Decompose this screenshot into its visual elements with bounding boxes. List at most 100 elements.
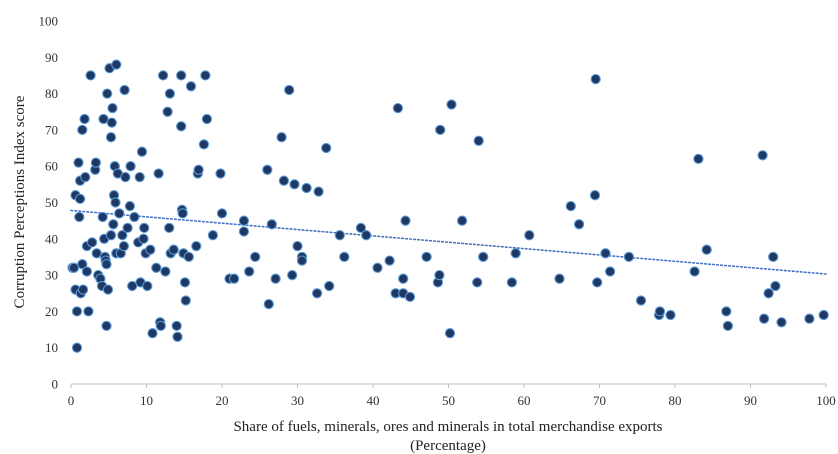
- data-point: [157, 70, 169, 81]
- data-point: [635, 295, 647, 306]
- data-point: [125, 161, 136, 172]
- data-point: [434, 269, 445, 281]
- data-point: [107, 102, 118, 114]
- data-point: [134, 171, 145, 183]
- data-point: [270, 273, 281, 284]
- data-point: [86, 237, 98, 248]
- data-point: [215, 168, 226, 179]
- data-point: [114, 208, 125, 219]
- data-point: [701, 244, 712, 255]
- data-point: [266, 219, 277, 230]
- data-point: [91, 248, 102, 259]
- y-tick-label: 30: [45, 268, 58, 283]
- data-point: [292, 240, 303, 252]
- data-point: [105, 132, 117, 143]
- data-point: [77, 284, 89, 295]
- data-point: [83, 306, 94, 317]
- data-point: [361, 230, 372, 241]
- x-tick-label: 80: [669, 393, 682, 408]
- data-point: [77, 259, 88, 270]
- data-point: [301, 182, 312, 194]
- data-point: [80, 171, 91, 183]
- data-point: [180, 295, 191, 306]
- data-point: [238, 215, 250, 226]
- data-point: [763, 288, 774, 299]
- x-tick-label: 10: [140, 393, 153, 408]
- data-point: [101, 259, 112, 270]
- data-point: [287, 269, 298, 281]
- data-point: [263, 298, 274, 310]
- data-point: [90, 157, 102, 168]
- data-point: [722, 320, 734, 332]
- x-tick-label: 40: [367, 393, 380, 408]
- data-point: [151, 262, 162, 273]
- data-point: [119, 84, 130, 96]
- data-point: [172, 331, 183, 342]
- data-point: [473, 135, 484, 146]
- y-tick-label: 100: [39, 14, 59, 29]
- data-point: [97, 211, 108, 223]
- data-point: [404, 291, 416, 303]
- data-point: [435, 124, 446, 136]
- x-tick-label: 20: [216, 393, 229, 408]
- data-point: [168, 244, 179, 255]
- axes: 0 10 20 30 40 50 60 70 80 90 100 0 10 20 30 40 50 60 70 80 9…: [39, 14, 836, 409]
- data-point: [573, 219, 585, 230]
- data-point: [296, 255, 308, 266]
- data-point: [721, 306, 732, 317]
- data-point: [250, 251, 261, 263]
- data-point: [554, 273, 565, 284]
- data-point: [139, 222, 150, 234]
- data-point: [155, 320, 166, 332]
- data-point: [105, 230, 117, 241]
- data-point: [201, 113, 213, 125]
- data-point: [589, 190, 601, 201]
- data-point: [171, 320, 182, 332]
- data-point: [164, 222, 175, 234]
- data-point: [693, 153, 704, 165]
- data-point: [101, 320, 112, 332]
- data-point: [768, 251, 779, 263]
- x-tick-label: 30: [291, 393, 304, 408]
- data-point: [472, 277, 483, 288]
- data-point: [198, 139, 210, 150]
- data-point: [117, 230, 128, 241]
- data-point: [191, 240, 202, 252]
- data-point: [74, 211, 85, 223]
- data-point: [207, 230, 219, 241]
- data-point: [200, 70, 211, 81]
- y-axis-title: Corruption Perceptions Index score: [12, 95, 28, 308]
- data-point: [324, 280, 335, 292]
- data-point: [81, 266, 93, 277]
- data-point: [238, 226, 250, 237]
- data-point: [278, 175, 290, 186]
- data-point: [565, 200, 576, 212]
- data-point: [106, 117, 117, 128]
- data-point: [118, 240, 130, 252]
- data-point: [111, 59, 122, 70]
- data-point: [600, 248, 611, 259]
- data-point: [689, 266, 700, 277]
- data-point: [456, 215, 468, 226]
- data-point: [77, 124, 88, 136]
- data-point: [262, 164, 273, 175]
- data-point: [98, 113, 109, 125]
- data-point: [776, 317, 787, 328]
- data-point: [138, 233, 149, 244]
- data-point: [478, 251, 489, 263]
- data-point: [193, 164, 204, 175]
- data-point: [129, 211, 140, 223]
- data-point: [276, 132, 287, 143]
- data-point: [102, 88, 113, 99]
- data-point: [71, 306, 83, 317]
- data-point: [334, 230, 345, 241]
- data-point: [179, 277, 191, 288]
- data-point: [590, 73, 601, 85]
- x-tick-label: 90: [744, 393, 757, 408]
- data-point: [127, 280, 138, 292]
- y-tick-label: 10: [45, 340, 58, 355]
- data-point: [446, 99, 457, 110]
- data-point: [153, 168, 164, 179]
- data-point: [311, 288, 323, 299]
- data-point: [142, 280, 153, 292]
